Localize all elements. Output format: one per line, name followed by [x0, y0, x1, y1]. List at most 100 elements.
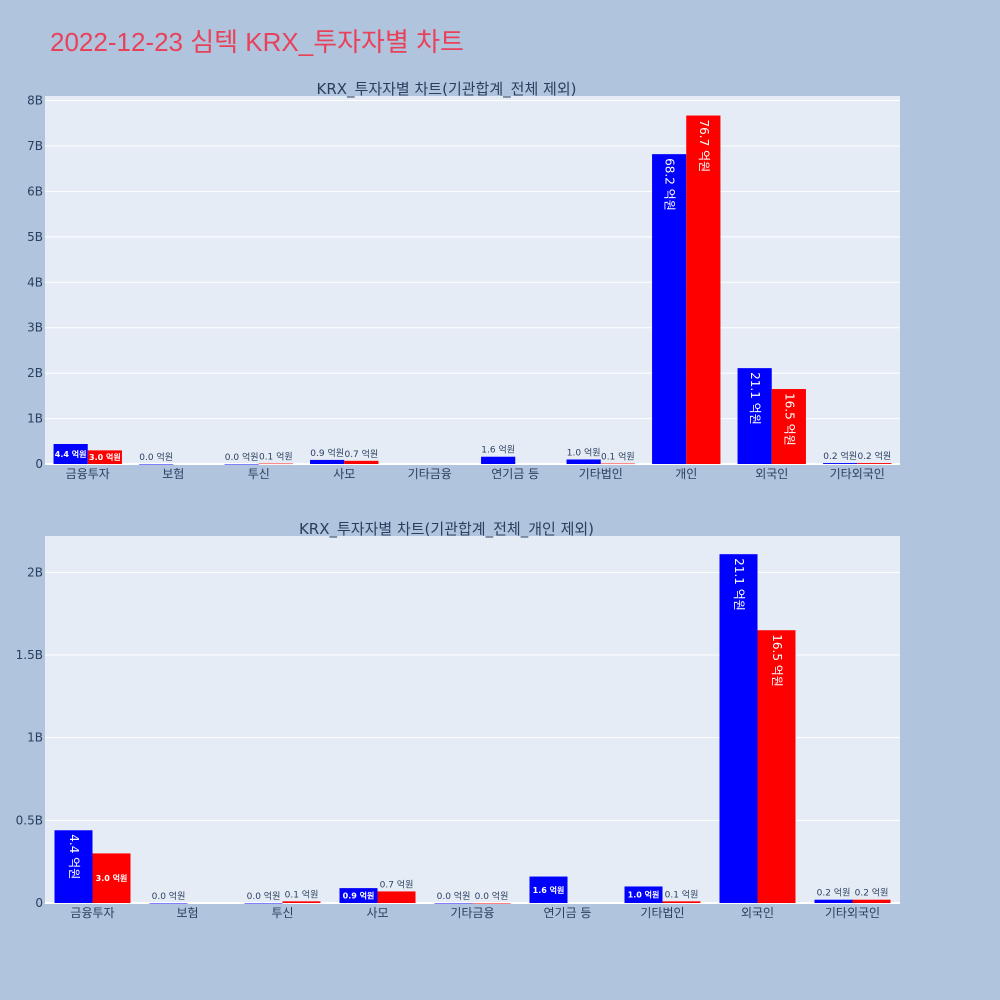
- chart-title: KRX_투자자별 차트(기관합계_전체_개인 제외): [299, 520, 594, 539]
- bar: [737, 368, 772, 464]
- bar: [377, 891, 416, 903]
- data-label: 21.1 억원: [732, 558, 746, 611]
- y-tick-label: 1B: [27, 731, 43, 745]
- bar: [258, 463, 293, 465]
- x-tick-label: 기타금융: [450, 906, 494, 920]
- data-label: 0.0 억원: [225, 451, 259, 463]
- data-label: 68.2 억원: [663, 158, 677, 211]
- bar: [857, 463, 892, 464]
- bar: [686, 115, 721, 465]
- data-label: 0.1 억원: [665, 888, 699, 900]
- x-tick-label: 기타금융: [408, 467, 452, 481]
- data-label: 0.7 억원: [380, 878, 414, 890]
- bar: [814, 899, 853, 903]
- data-label: 21.1 억원: [748, 372, 762, 425]
- data-label: 0.0 억원: [139, 451, 173, 463]
- y-tick-label: 1B: [27, 412, 43, 426]
- bar: [719, 554, 758, 903]
- x-tick-label: 기타외국인: [830, 467, 885, 481]
- bar: [244, 903, 283, 904]
- x-tick-label: 사모: [366, 906, 388, 920]
- y-tick-label: 4B: [27, 275, 43, 289]
- y-tick-label: 3B: [27, 321, 43, 335]
- x-tick-label: 기타외국인: [825, 906, 880, 920]
- bar: [472, 903, 511, 904]
- x-tick-label: 투신: [271, 906, 293, 920]
- data-label: 0.2 억원: [855, 887, 889, 899]
- data-label: 76.7 억원: [697, 120, 711, 173]
- bar: [600, 463, 635, 465]
- x-tick-label: 사모: [333, 467, 355, 481]
- x-tick-label: 기타법인: [640, 906, 684, 920]
- bar: [771, 389, 806, 464]
- bar: [852, 899, 891, 903]
- y-tick-label: 8B: [27, 94, 43, 108]
- bar: [87, 450, 122, 464]
- bar: [481, 456, 516, 464]
- data-label: 4.4 억원: [55, 449, 87, 459]
- bar: [344, 460, 379, 464]
- data-label: 0.0 억원: [437, 890, 471, 902]
- bar: [139, 464, 174, 465]
- y-tick-label: 0: [35, 457, 43, 471]
- chart-top: 0 1B 2B 3B 4B 5B 6B 7B 8B KRX_투자자별 차트(기관합계_전체 제외)…: [27, 80, 900, 481]
- bar: [224, 464, 259, 465]
- data-label: 0.0 억원: [475, 890, 509, 902]
- x-tick-label: 투신: [248, 467, 270, 481]
- data-label: 0.1 억원: [601, 451, 635, 463]
- bar: [662, 901, 701, 903]
- data-label: 1.6 억원: [481, 444, 515, 456]
- y-tick-label: 0: [35, 896, 43, 910]
- x-tick-label: 개인: [675, 467, 697, 481]
- x-tick-label: 기타법인: [579, 467, 623, 481]
- x-tick-label: 연기금 등: [491, 467, 539, 481]
- x-tick-label: 외국인: [741, 906, 774, 920]
- data-label: 0.7 억원: [344, 448, 378, 460]
- data-label: 0.0 억원: [247, 890, 281, 902]
- bar: [757, 630, 796, 903]
- y-tick-label: 1.5B: [16, 648, 43, 662]
- bar: [823, 463, 858, 464]
- bar: [53, 444, 88, 464]
- data-label: 0.9 억원: [343, 891, 375, 901]
- y-tick-label: 0.5B: [16, 813, 43, 827]
- y-tick-label: 5B: [27, 230, 43, 244]
- y-tick-label: 6B: [27, 184, 43, 198]
- bar: [310, 459, 345, 464]
- x-tick-label: 보험: [176, 906, 198, 920]
- y-tick-label: 2B: [27, 565, 43, 579]
- x-tick-label: 금융투자: [70, 906, 114, 920]
- x-tick-label: 외국인: [755, 467, 788, 481]
- data-label: 0.9 억원: [310, 447, 344, 459]
- chart-title: KRX_투자자별 차트(기관합계_전체 제외): [317, 80, 577, 99]
- y-tick-label: 7B: [27, 139, 43, 153]
- bar: [566, 459, 601, 464]
- x-tick-label: 보험: [162, 467, 184, 481]
- bar: [149, 903, 188, 904]
- x-tick-label: 금융투자: [66, 467, 110, 481]
- x-tick-label: 연기금 등: [544, 906, 592, 920]
- bar: [624, 886, 663, 903]
- data-label: 0.2 억원: [857, 450, 891, 462]
- data-label: 0.1 억원: [259, 451, 293, 463]
- data-label: 1.6 억원: [533, 885, 565, 895]
- bar: [652, 154, 687, 465]
- data-label: 0.2 억원: [823, 450, 857, 462]
- page-title: 2022-12-23 심텍 KRX_투자자별 차트: [50, 27, 464, 57]
- data-label: 3.0 억원: [96, 873, 128, 883]
- bar: [92, 853, 131, 903]
- data-label: 4.4 억원: [67, 834, 81, 879]
- bar: [529, 876, 568, 903]
- chart-bottom: 0 0.5B 1B 1.5B 2B KRX_투자자별 차트(기관합계_전체_개인 제외) 금…: [16, 520, 900, 920]
- bar: [54, 830, 93, 903]
- data-label: 0.0 억원: [152, 890, 186, 902]
- data-label: 1.0 억원: [567, 446, 601, 458]
- y-tick-label: 2B: [27, 366, 43, 380]
- data-label: 16.5 억원: [770, 634, 784, 687]
- data-label: 16.5 억원: [782, 393, 796, 446]
- bar: [339, 888, 378, 903]
- data-label: 3.0 억원: [89, 452, 121, 462]
- bar: [434, 903, 473, 904]
- bar: [282, 901, 321, 903]
